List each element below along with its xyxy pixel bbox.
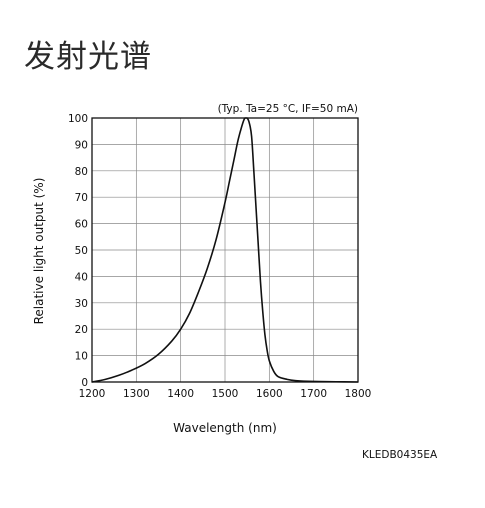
- y-tick-label-90: 90: [75, 139, 88, 151]
- plot-frame: [91, 117, 359, 383]
- y-tick-label-30: 30: [75, 298, 88, 310]
- page-title: 发射光谱: [24, 39, 152, 75]
- x-axis-label: Wavelength (nm): [173, 421, 277, 435]
- y-tick-label-0: 0: [81, 377, 88, 389]
- figure-code: KLEDB0435EA: [362, 449, 438, 461]
- x-tick-label-1600: 1600: [256, 388, 283, 400]
- series-line-relative-output: [91, 117, 359, 383]
- x-tick-label-1200: 1200: [79, 388, 106, 400]
- y-tick-label-50: 50: [75, 245, 88, 257]
- x-tick-label-1500: 1500: [212, 388, 239, 400]
- x-tick-labels: 1200 1300 1400 1500 1600 1700 1800: [79, 388, 372, 400]
- grid-layer: [92, 118, 358, 382]
- y-tick-label-80: 80: [75, 166, 88, 178]
- x-tick-label-1800: 1800: [345, 388, 372, 400]
- y-tick-label-70: 70: [75, 192, 88, 204]
- x-tick-label-1700: 1700: [300, 388, 327, 400]
- y-tick-label-20: 20: [75, 324, 88, 336]
- y-tick-label-40: 40: [75, 271, 88, 283]
- y-tick-label-100: 100: [68, 113, 88, 125]
- x-tick-label-1400: 1400: [167, 388, 194, 400]
- y-tick-label-60: 60: [75, 219, 88, 231]
- y-tick-label-10: 10: [75, 351, 88, 363]
- condition-note: (Typ. Ta=25 °C, IF=50 mA): [218, 103, 358, 115]
- y-tick-labels: 0 10 20 30 40 50 60 70 80 90 100: [68, 113, 88, 389]
- x-tick-label-1300: 1300: [123, 388, 150, 400]
- y-axis-label: Relative light output (%): [32, 178, 46, 325]
